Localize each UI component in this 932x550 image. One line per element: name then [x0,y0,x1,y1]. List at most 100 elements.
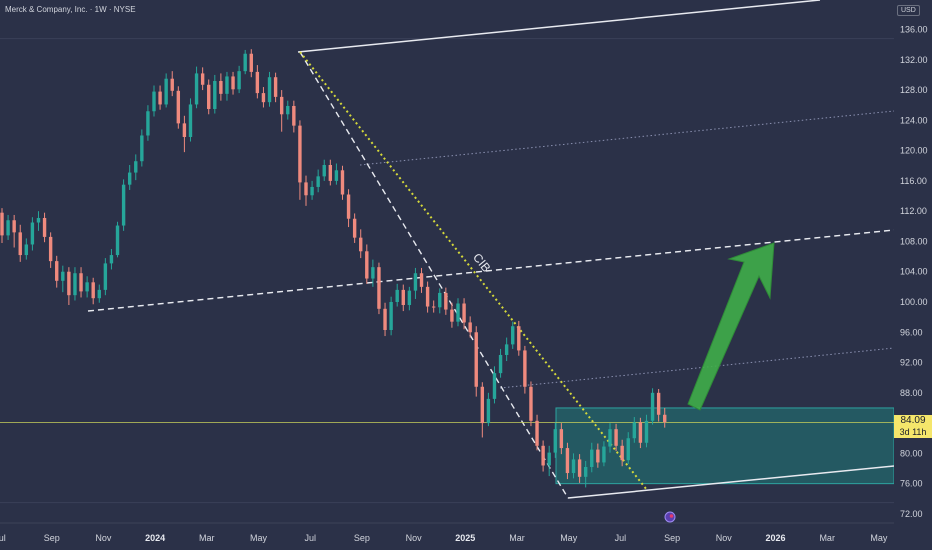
target-arrow [687,242,775,411]
candle [401,284,405,312]
price-axis-bg[interactable] [894,0,932,550]
time-axis-bg[interactable] [0,523,894,550]
candle [146,105,150,141]
candle [608,423,612,453]
candle [103,258,108,296]
trend-drawings [0,0,895,499]
candle [42,212,47,243]
candle [541,440,545,472]
candle [328,159,333,186]
candle [590,442,594,473]
price-tick-label: 92.00 [900,358,923,368]
candle [632,417,637,443]
candle [304,175,308,206]
candle [413,267,418,299]
candle [547,445,551,477]
candle [170,71,174,97]
candle [389,296,393,336]
candle [219,73,223,101]
candle [614,423,618,452]
candle [286,100,290,120]
candle [48,232,53,268]
candle [456,298,460,327]
candle [298,120,302,200]
candle [231,71,235,95]
candle [61,265,65,293]
candle [553,422,557,458]
last-price-label: 84.09 [894,415,932,428]
candle [620,439,624,467]
candle [431,300,436,313]
price-tick-label: 104.00 [900,267,928,277]
candle [419,267,424,293]
candle [243,49,247,75]
candle [115,221,120,258]
candle [152,85,156,117]
candle [30,217,35,251]
support-zone [555,407,895,485]
candle [529,381,533,427]
candle [656,389,661,422]
candle [279,90,284,132]
candle [480,382,485,438]
currency-badge[interactable]: USD [897,5,920,16]
candles [0,49,667,488]
time-tick-label: Sep [354,533,370,543]
candle [24,238,29,260]
candle [200,67,205,91]
grid-lines [0,38,894,504]
time-tick-label: Sep [664,533,680,543]
candle [474,326,478,397]
candle [334,163,339,185]
candle [237,65,241,94]
price-tick-label: 112.00 [900,206,927,216]
candle [462,298,466,330]
candle [73,267,77,301]
price-tick-label: 124.00 [900,115,928,125]
candle [371,259,375,287]
time-tick-label: 2025 [455,533,475,543]
candle [383,302,387,337]
price-tick-label: 80.00 [900,448,923,458]
candle [559,423,564,455]
time-tick-label: Jul [0,533,6,543]
time-tick-label: Nov [716,533,733,543]
candle [85,276,89,298]
time-tick-label: Mar [509,533,525,543]
candle [188,98,193,142]
candle [638,417,643,449]
candle [140,129,144,167]
candle [91,277,95,305]
price-tick-label: 76.00 [900,479,923,489]
candle [517,320,521,356]
candle [267,71,272,107]
time-tick-label: Nov [95,533,112,543]
candle [273,72,278,103]
trendline [567,465,895,499]
candle [322,159,326,181]
candle [346,189,351,228]
candle [176,86,181,129]
candle [249,49,253,78]
trendline [297,0,821,53]
time-tick-label: May [870,533,888,543]
event-marker[interactable] [664,511,676,523]
candle [127,164,132,190]
candle [316,169,320,193]
price-tick-label: 136.00 [900,25,928,35]
candle [523,345,527,394]
candle [395,283,399,307]
candle [602,441,606,467]
candle [377,262,381,315]
symbol-title[interactable]: Merck & Company, Inc. · 1W · NYSE [5,5,136,14]
candle [207,79,211,115]
price-tick-label: 132.00 [900,55,928,65]
candle [121,179,126,231]
candle [225,71,229,101]
candle [438,288,442,314]
price-tick-label: 88.00 [900,388,923,398]
time-tick-label: Jul [304,533,316,543]
price-tick-label: 96.00 [900,327,923,337]
